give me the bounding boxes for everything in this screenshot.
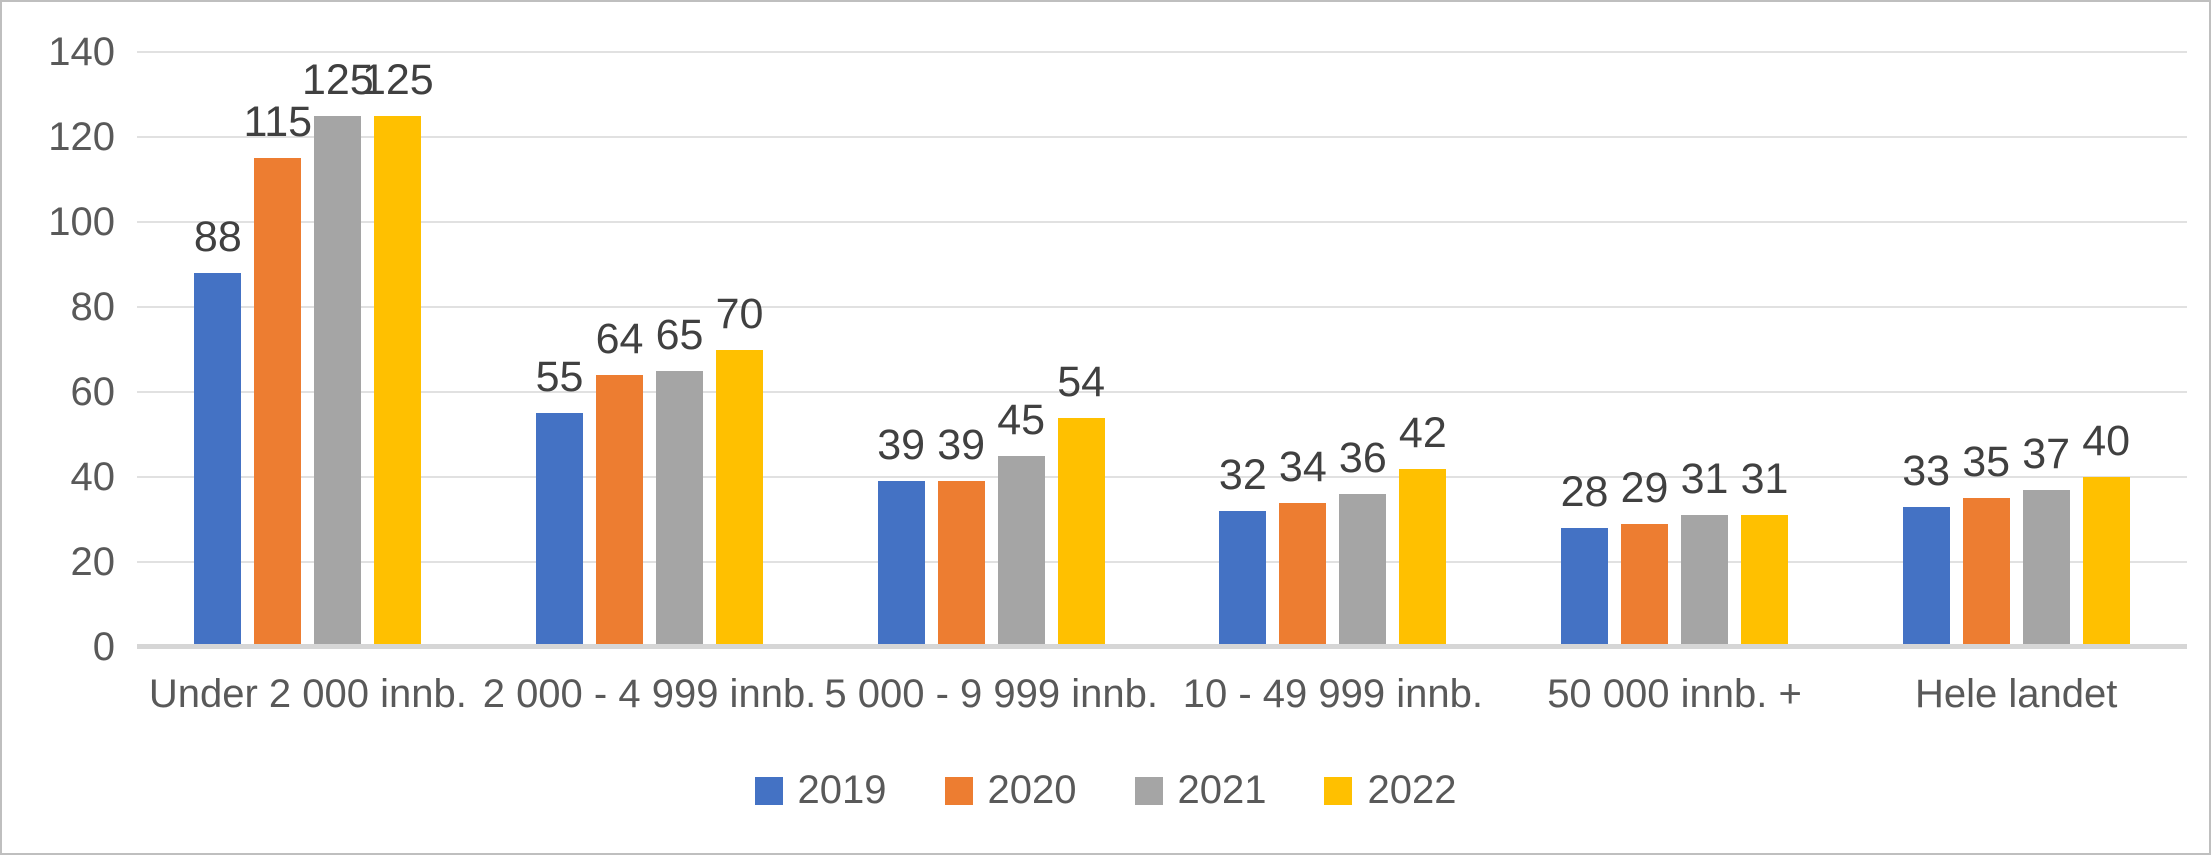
- bar-value-label: 65: [655, 310, 704, 359]
- gridline-40: [137, 476, 2187, 478]
- bar-value-label: 64: [595, 315, 644, 363]
- bar-value-label: 39: [937, 421, 986, 470]
- bar-value-label: 31: [1680, 455, 1729, 504]
- x-axis-line: [137, 644, 2187, 649]
- bar-value-label: 35: [1962, 438, 2011, 487]
- gridline-60: [137, 391, 2187, 393]
- bar-2021: 125: [302, 58, 374, 647]
- bar-group: 39 39 45 54: [820, 52, 1162, 647]
- category-label: 5 000 - 9 999 innb.: [824, 672, 1158, 716]
- y-tick-label-80: 80: [70, 285, 116, 329]
- bar-group: 32 34 36 42: [1162, 52, 1504, 647]
- bar-2019: 28: [1561, 471, 1608, 647]
- gridline-80: [137, 306, 2187, 308]
- x-axis-labels: Under 2 000 innb. 2 000 - 4 999 innb. 5 00…: [137, 670, 2187, 718]
- legend-item-2022: 2022: [1324, 768, 1456, 813]
- gridline-100: [137, 221, 2187, 223]
- bar-group: 33 35 37 40: [1845, 52, 2187, 647]
- bar-value-label: 42: [1398, 408, 1447, 457]
- bar-value-label: 39: [877, 421, 926, 470]
- bar-value-label: 55: [535, 353, 584, 402]
- bar-value-label: 31: [1740, 455, 1789, 504]
- bar-2022: 70: [716, 292, 763, 647]
- legend-swatch-icon: [754, 776, 783, 805]
- bar-value-label: 29: [1620, 463, 1669, 512]
- y-tick-label-140: 140: [48, 30, 115, 74]
- category-label: Hele landet: [1915, 672, 2118, 716]
- bar-2022: 42: [1399, 411, 1447, 647]
- bar-2019: 32: [1219, 454, 1267, 647]
- bar-2021: 37: [2022, 432, 2070, 647]
- bar-2021: 31: [1681, 458, 1728, 647]
- bar-value-label: 125: [361, 55, 434, 104]
- bar-value-label: 115: [243, 98, 313, 147]
- gridline-120: [137, 136, 2187, 138]
- y-tick-label-100: 100: [48, 200, 115, 244]
- legend-label: 2019: [797, 768, 887, 812]
- bar-2022: 54: [1057, 360, 1105, 647]
- bar-value-label: 125: [301, 55, 374, 104]
- category-label: Under 2 000 innb.: [148, 672, 467, 716]
- bar-groups: 88 115 125 125 55 64 65 70 39 39 45 54 32 34 36 42 28 29 3…: [137, 52, 2187, 647]
- bar-group: 88 115 125 125: [137, 52, 479, 647]
- gridline-20: [137, 561, 2187, 563]
- gridline-140: [137, 51, 2187, 53]
- bar-value-label: 54: [1057, 357, 1106, 406]
- bar-2019: 39: [877, 424, 925, 647]
- bar-2019: 88: [194, 216, 242, 647]
- legend-label: 2021: [1177, 768, 1267, 812]
- category-label: 50 000 innb. +: [1547, 672, 1802, 716]
- bar-value-label: 36: [1338, 434, 1387, 482]
- bar-2020: 115: [244, 101, 312, 647]
- y-tick-label-0: 0: [92, 625, 115, 669]
- bar-2020: 39: [937, 424, 985, 647]
- bar-2019: 55: [536, 356, 583, 647]
- bar-2021: 65: [656, 313, 703, 647]
- category-label: 10 - 49 999 innb.: [1182, 672, 1483, 716]
- bar-value-label: 45: [997, 395, 1046, 444]
- legend: 2019 2020 2021 2022: [2, 768, 2209, 813]
- bar-2020: 35: [1962, 441, 2010, 647]
- legend-swatch-icon: [1324, 776, 1353, 805]
- bar-2020: 64: [596, 318, 643, 647]
- y-tick-label-40: 40: [70, 455, 116, 499]
- legend-swatch-icon: [944, 776, 973, 805]
- bar-2020: 34: [1279, 445, 1327, 647]
- y-tick-label-60: 60: [70, 370, 116, 414]
- bar-2020: 29: [1621, 466, 1668, 647]
- legend-swatch-icon: [1134, 776, 1163, 805]
- category-label: 2 000 - 4 999 innb.: [482, 672, 817, 716]
- bar-value-label: 37: [2022, 429, 2071, 478]
- legend-item-2020: 2020: [944, 768, 1077, 813]
- bar-2021: 36: [1339, 437, 1387, 647]
- plot-area: 0 20 40 60 80 100 120 140 88 115 125 125 55 64 65 70 39…: [48, 30, 2187, 669]
- bar-2022: 125: [362, 58, 434, 647]
- bar-value-label: 70: [715, 289, 764, 338]
- bar-value-label: 88: [193, 213, 242, 261]
- bar-group: 55 64 65 70: [479, 52, 821, 647]
- bar-2022: 31: [1741, 458, 1788, 647]
- bar-2021: 45: [997, 398, 1045, 647]
- legend-label: 2022: [1367, 768, 1457, 812]
- legend-label: 2020: [987, 768, 1077, 812]
- bar-2022: 40: [2082, 420, 2130, 647]
- bar-value-label: 28: [1560, 468, 1609, 516]
- y-tick-label-120: 120: [48, 115, 115, 159]
- bar-2019: 33: [1902, 449, 1950, 647]
- bar-group: 28 29 31 31: [1504, 52, 1846, 647]
- bar-value-label: 40: [2082, 417, 2131, 465]
- y-tick-label-20: 20: [70, 540, 116, 584]
- legend-item-2021: 2021: [1134, 768, 1267, 813]
- bar-value-label: 34: [1278, 442, 1327, 491]
- bar-value-label: 32: [1218, 451, 1267, 499]
- bar-value-label: 33: [1902, 446, 1951, 495]
- legend-item-2019: 2019: [754, 768, 887, 813]
